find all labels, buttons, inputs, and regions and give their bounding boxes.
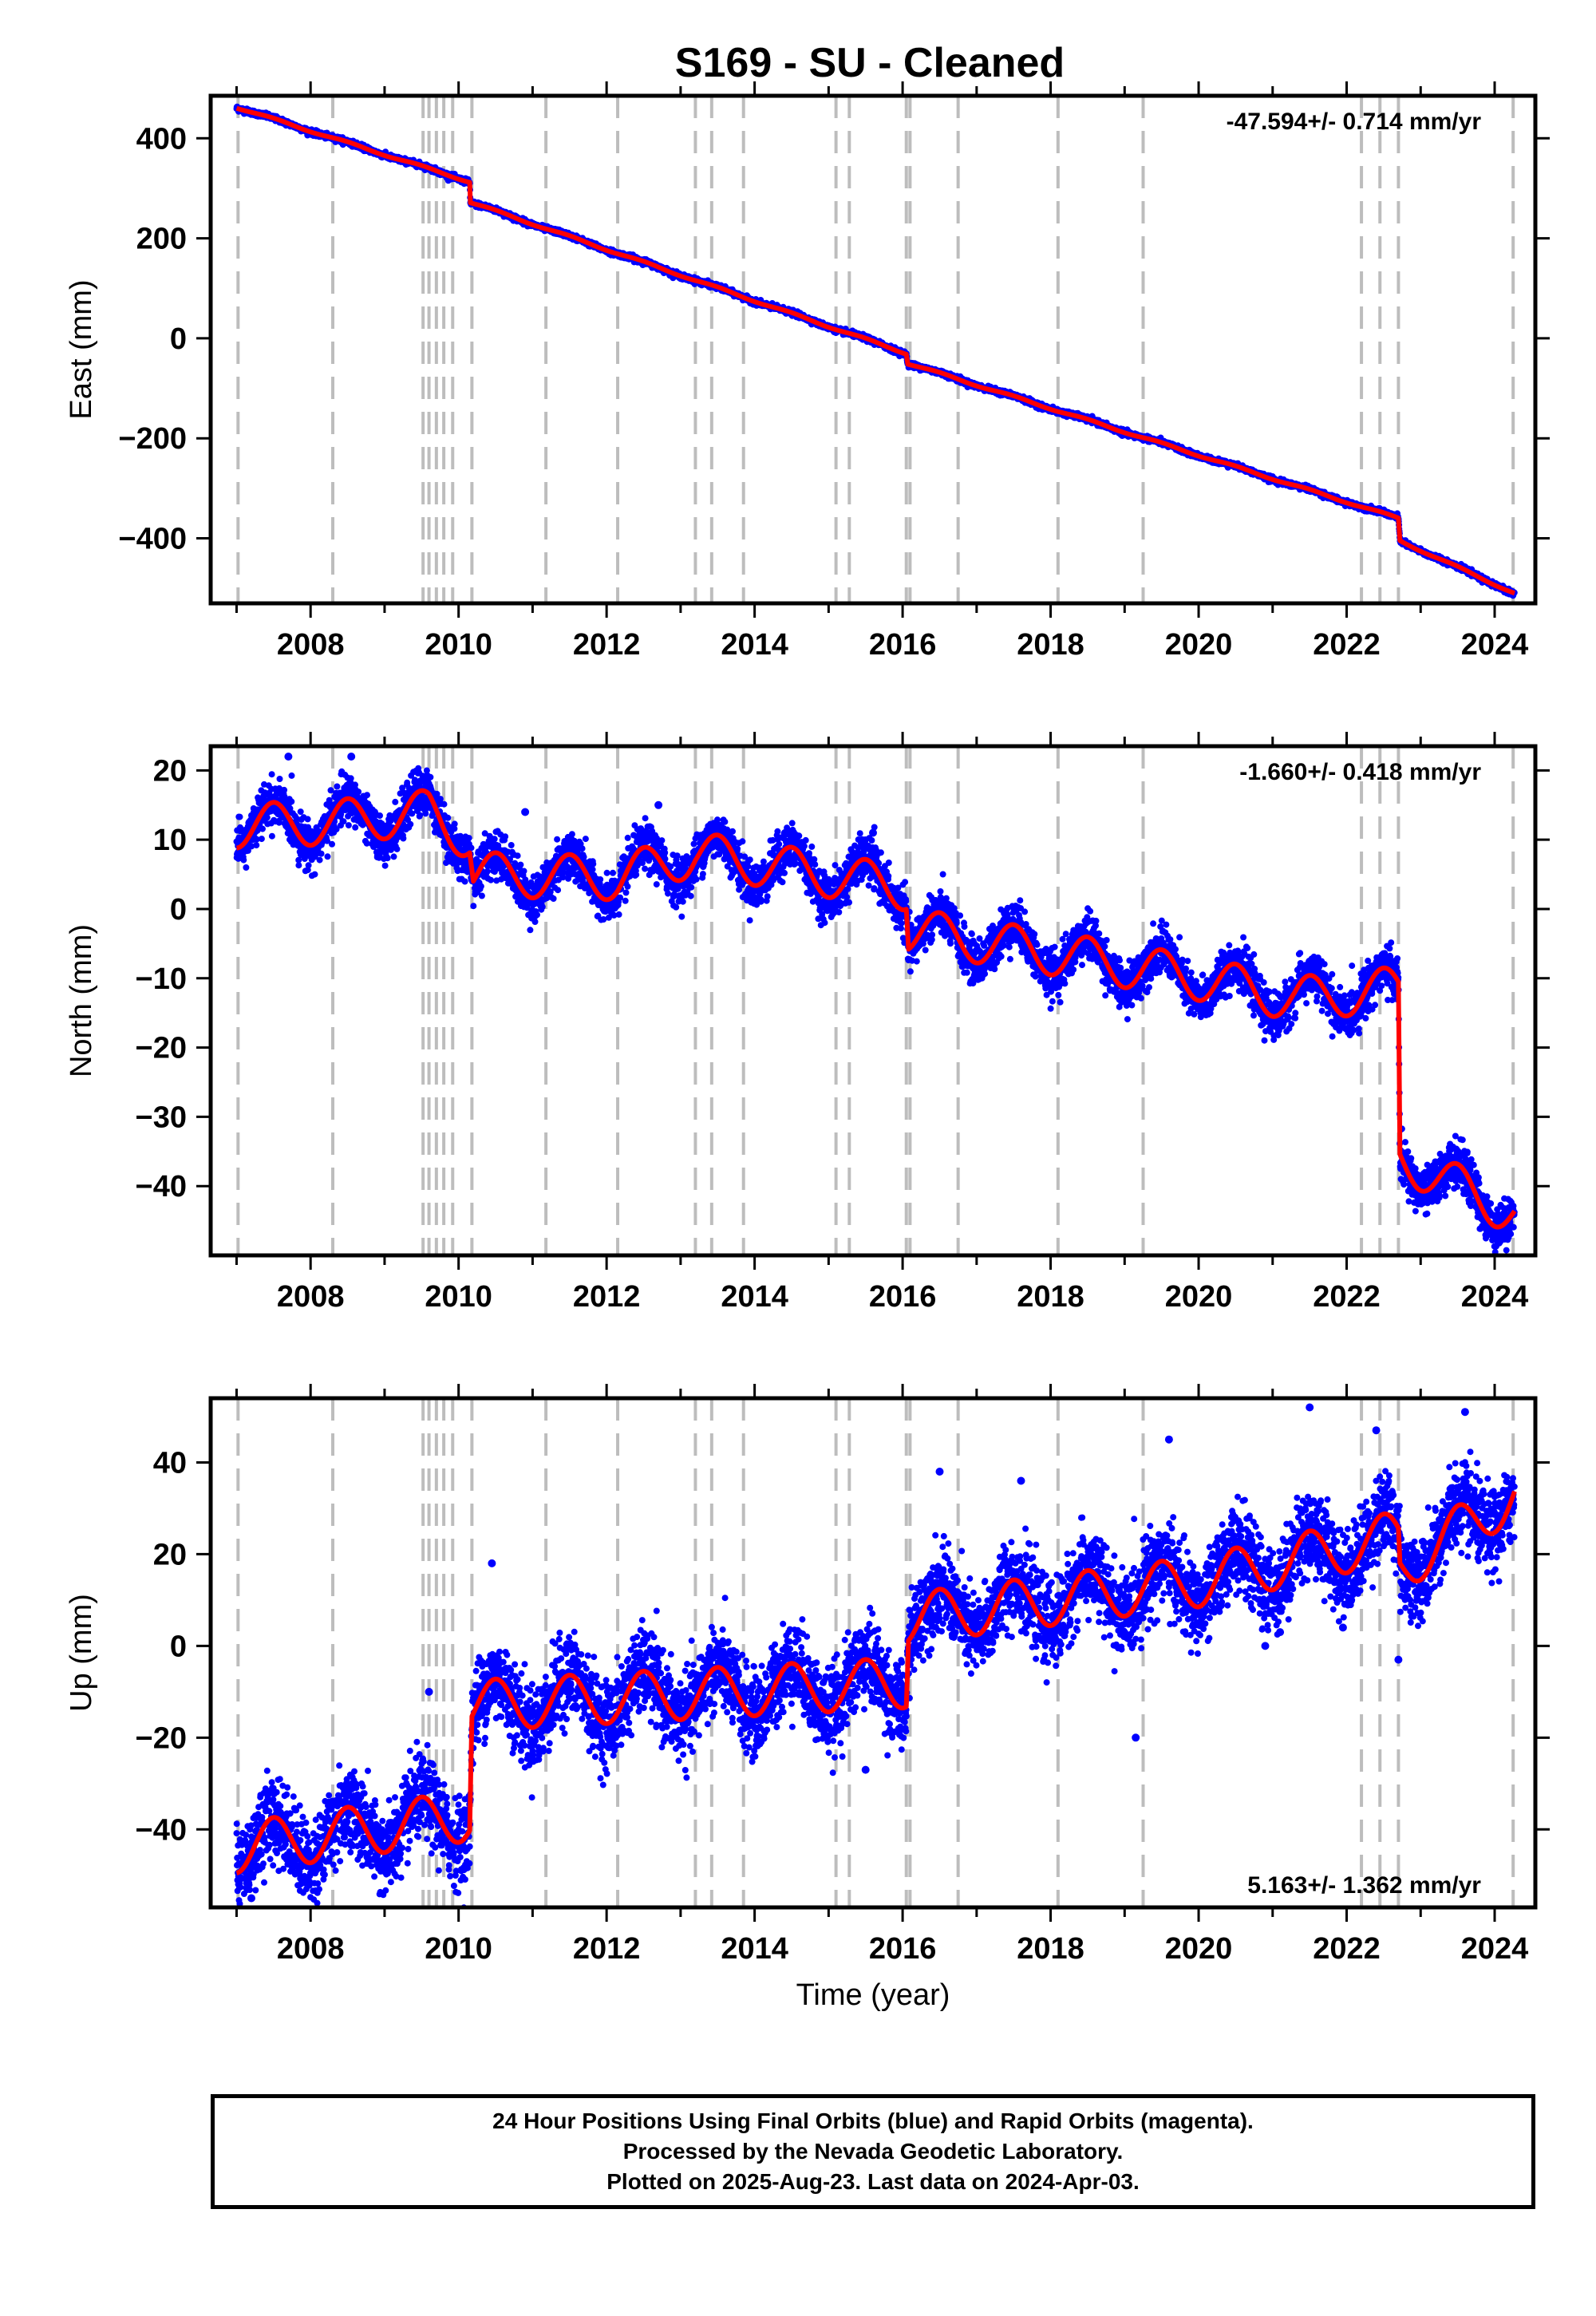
plot-frame [208,93,1538,606]
x-tick-label: 2016 [869,628,937,662]
plot-area [233,1398,1518,1907]
x-tick-label: 2018 [1017,628,1084,662]
y-tick-label: −200 [118,422,187,456]
y-tick-label: −40 [136,1170,187,1203]
x-tick-label: 2014 [721,628,788,662]
plot-frame [208,1396,1538,1910]
model-line [235,788,1517,1230]
footer-note-box: 24 Hour Positions Using Final Orbits (bl… [211,2094,1535,2209]
x-tick-label: 2012 [573,1280,641,1314]
x-tick-label: 2008 [277,628,345,662]
rate-label: -47.594+/- 0.714 mm/yr [1227,109,1482,135]
x-axis-label: Time (year) [796,1978,950,2012]
model-line [235,105,1517,596]
y-tick-label: 0 [170,322,187,356]
x-tick-label: 2024 [1461,628,1529,662]
panel-up: 2008 2010 2012 2014 2016 2018 2020 2022 2024 40 20… [65,1384,1550,1966]
x-tick-label: 2014 [721,1280,788,1314]
x-tick-label: 2014 [721,1932,788,1966]
data-points [233,753,1518,1255]
y-tick-label: 10 [153,824,187,857]
panel-east: 2008 2010 2012 2014 2016 2018 2020 2022 2024 400 2… [65,81,1550,662]
y-tick-label: −20 [136,1721,187,1755]
footer-line-2: Processed by the Nevada Geodetic Laborat… [622,2139,1124,2164]
y-tick-label: 20 [153,754,187,788]
x-tick-label: 2008 [277,1280,345,1314]
model-line [235,1490,1517,1875]
footer-line-3: Plotted on 2025-Aug-23. Last data on 202… [606,2169,1140,2194]
y-tick-label: 20 [153,1538,187,1571]
y-axis-label: Up (mm) [65,1594,98,1712]
plot-area [233,96,1518,603]
y-tick-label: 200 [136,223,187,256]
y-tick-label: 40 [153,1446,187,1480]
y-tick-label: −40 [136,1813,187,1847]
x-tick-label: 2024 [1461,1932,1529,1966]
x-tick-label: 2022 [1313,1280,1381,1314]
chart-title: S169 - SU - Cleaned [675,40,1065,86]
rate-label: -1.660+/- 0.418 mm/yr [1239,759,1481,785]
y-tick-label: −20 [136,1032,187,1065]
x-tick-label: 2012 [573,628,641,662]
plot-area [233,746,1518,1255]
x-tick-label: 2022 [1313,1932,1381,1966]
panel-north: 2008 2010 2012 2014 2016 2018 2020 2022 20242010… [65,732,1550,1314]
x-tick-label: 2008 [277,1932,345,1966]
x-tick-label: 2010 [425,1932,492,1966]
y-tick-label: −400 [118,523,187,556]
y-tick-label: 0 [170,1630,187,1663]
x-tick-label: 2020 [1165,1280,1233,1314]
x-tick-label: 2024 [1461,1280,1529,1314]
x-tick-label: 2018 [1017,1932,1084,1966]
x-tick-label: 2016 [869,1280,937,1314]
x-tick-label: 2018 [1017,1280,1084,1314]
x-tick-label: 2010 [425,628,492,662]
y-axis-label: North (mm) [65,924,98,1077]
y-axis-label: East (mm) [65,279,98,419]
data-points [233,103,1518,599]
x-tick-label: 2020 [1165,628,1233,662]
y-tick-label: −30 [136,1101,187,1134]
plot-frame [208,744,1538,1258]
x-tick-label: 2020 [1165,1932,1233,1966]
y-tick-label: 0 [170,893,187,927]
footer-line-1: 24 Hour Positions Using Final Orbits (bl… [492,2109,1254,2133]
y-tick-label: 400 [136,122,187,156]
x-tick-label: 2012 [573,1932,641,1966]
data-points [233,1403,1518,1907]
x-tick-label: 2016 [869,1932,937,1966]
x-tick-label: 2010 [425,1280,492,1314]
rate-label: 5.163+/- 1.362 mm/yr [1247,1872,1481,1899]
y-tick-label: −10 [136,962,187,996]
x-tick-label: 2022 [1313,628,1381,662]
